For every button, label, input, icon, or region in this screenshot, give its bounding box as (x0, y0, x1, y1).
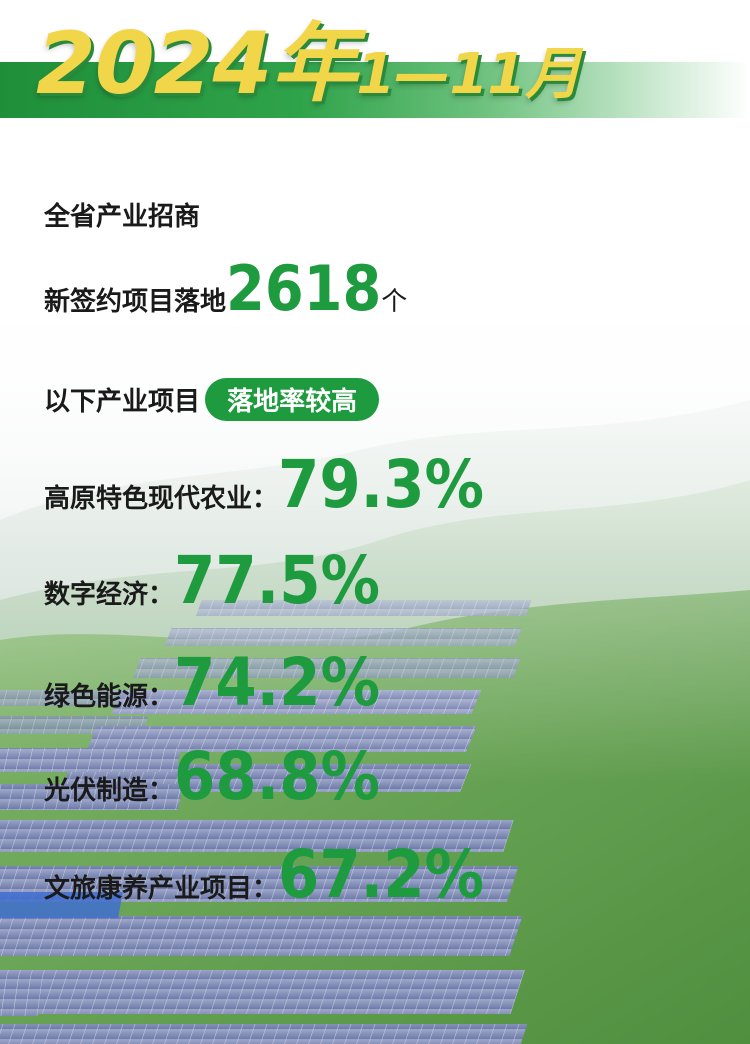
header-band (0, 62, 750, 118)
header-title: 2024年1—11月 (36, 14, 581, 125)
rate-value: 68.8% (174, 738, 381, 815)
intro-line-2-prefix: 新签约项目落地 (44, 287, 227, 317)
rate-label: 高原特色现代农业： (44, 484, 279, 514)
rate-row-digital-economy: 数字经济：77.5% (44, 542, 380, 619)
rate-label: 数字经济： (44, 580, 175, 610)
intro-line-1: 全省产业招商 (44, 196, 200, 233)
intro-line-3: 以下产业项目 落地率较高 (44, 378, 380, 421)
rate-row-pv-manufacturing: 光伏制造：68.8% (44, 738, 380, 815)
rate-label: 绿色能源： (44, 682, 175, 712)
rate-row-agriculture: 高原特色现代农业：79.3% (44, 446, 484, 523)
intro-line-3-prefix: 以下产业项目 (44, 387, 201, 417)
intro-line-2: 新签约项目落地2618个 (44, 252, 407, 325)
header-year: 2024年 (36, 14, 357, 114)
header-months: 1—11月 (356, 42, 581, 107)
rate-row-green-energy: 绿色能源：74.2% (44, 644, 380, 721)
rate-value: 74.2% (174, 644, 381, 721)
signed-projects-unit: 个 (381, 287, 408, 317)
intro-line-1-text: 全省产业招商 (44, 202, 201, 232)
signed-projects-count: 2618 (226, 252, 382, 325)
rate-label: 文旅康养产业项目： (44, 874, 279, 904)
rate-value: 67.2% (278, 836, 485, 913)
rate-label: 光伏制造： (44, 776, 175, 806)
rate-value: 77.5% (174, 542, 381, 619)
rate-value: 79.3% (278, 446, 485, 523)
rate-row-tourism-wellness: 文旅康养产业项目：67.2% (44, 836, 484, 913)
landing-rate-badge: 落地率较高 (205, 378, 380, 421)
